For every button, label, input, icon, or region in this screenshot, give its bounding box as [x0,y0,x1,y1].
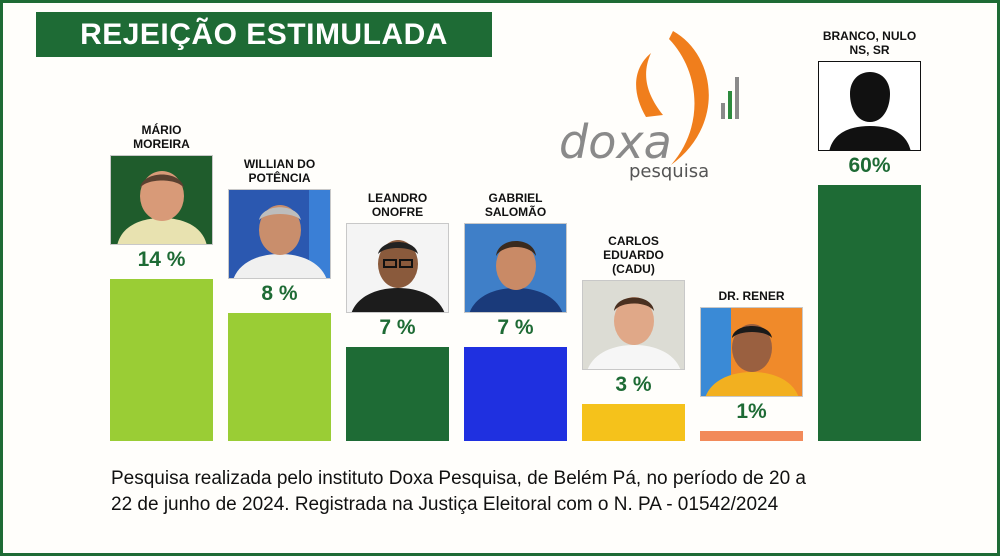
bar-willian-do-potencia [228,313,331,441]
bar-value-label-4: 7 % [497,316,534,339]
logo-word: doxa [559,115,672,169]
bar-value-label-1: 14 % [137,248,186,271]
chart-title: REJEIÇÃO ESTIMULADA [36,12,492,57]
bar-gabriel-salomao [464,347,567,441]
bar-branco-nulo [818,185,921,441]
logo-bar-1 [721,103,725,119]
candidate-name-line: BRANCO, NULO [822,29,917,43]
candidate-name-line: NS, SR [849,43,890,57]
candidate-name-1: MÁRIO MOREIRA [100,123,223,151]
candidate-name-line: ONOFRE [371,205,424,219]
candidate-photo-1 [110,155,213,245]
bar-value-label-7: 60% [848,154,891,177]
candidate-name-2: WILLIAN DO POTÊNCIA [218,157,341,185]
candidate-name-line: SALOMÃO [484,205,547,219]
candidate-name-line: MOREIRA [133,137,190,151]
logo-bar-3 [735,77,739,119]
candidate-photo-3 [346,223,449,313]
candidate-name-5: CARLOS EDUARDO (CADU) [572,234,695,276]
candidate-name-line: (CADU) [612,262,655,276]
candidate-name-line: WILLIAN DO [243,157,316,171]
bar-mario-moreira [110,279,213,441]
bar-dr-rener [700,431,803,441]
bar-carlos-eduardo [582,404,685,441]
candidate-name-line: MÁRIO [141,123,182,137]
candidate-name-line: LEANDRO [367,191,428,205]
bar-value-label-2: 8 % [261,282,298,305]
candidate-name-7: BRANCO, NULO NS, SR [808,29,931,57]
footnote-line-2: 22 de junho de 2024. Registrada na Justi… [111,494,779,515]
logo-sub: pesquisa [629,161,709,182]
doxa-logo: doxa pesquisa [559,31,739,182]
candidate-name-line: POTÊNCIA [248,171,311,185]
candidate-name-line: DR. RENER [718,289,785,303]
bar-value-label-6: 1% [736,400,767,423]
logo-bar-2 [728,91,732,119]
logo-swoosh-right [669,31,709,165]
candidate-photo-2 [228,189,331,279]
person-silhouette-icon [829,72,911,150]
logo-swoosh-left [636,53,663,117]
candidate-name-3: LEANDRO ONOFRE [336,191,459,219]
candidate-name-line: CARLOS [608,234,659,248]
candidate-name-line: EDUARDO [603,248,664,262]
candidate-name-6: DR. RENER [690,289,813,303]
silhouette-photo [818,61,921,151]
bar-value-label-5: 3 % [615,373,652,396]
candidate-photo-4 [464,223,567,313]
candidate-photo-5 [582,280,685,370]
bar-value-label-3: 7 % [379,316,416,339]
candidate-photo-6 [700,307,803,397]
candidate-name-line: GABRIEL [488,191,543,205]
bar-leandro-onofre [346,347,449,441]
footnote-line-1: Pesquisa realizada pelo instituto Doxa P… [111,468,807,489]
candidate-name-4: GABRIEL SALOMÃO [454,191,577,219]
survey-footnote: Pesquisa realizada pelo instituto Doxa P… [111,466,941,518]
